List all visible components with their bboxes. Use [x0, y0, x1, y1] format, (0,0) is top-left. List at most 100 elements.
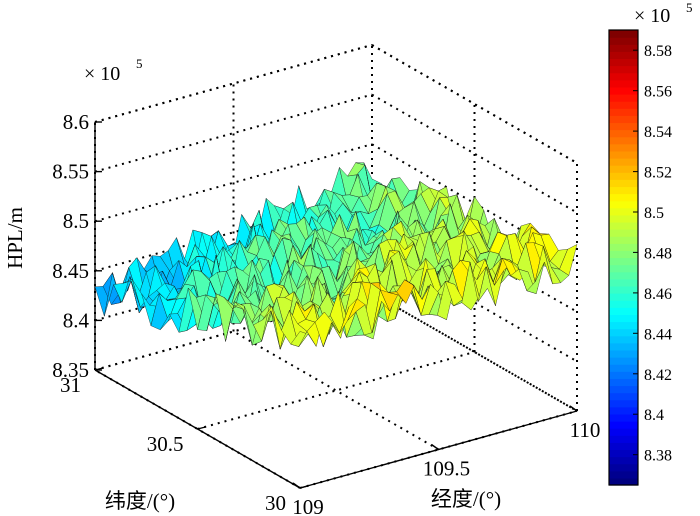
colorbar-segment — [609, 406, 638, 415]
colorbar-segment — [609, 143, 638, 152]
colorbar-tick-label-7: 8.52 — [644, 165, 672, 182]
colorbar-segment — [609, 257, 638, 266]
colorbar-segment — [609, 101, 638, 109]
colorbar-segment — [609, 129, 638, 138]
colorbar-segment — [609, 399, 638, 408]
colorbar-segment — [609, 179, 638, 188]
colorbar-tick-label-6: 8.5 — [644, 205, 664, 222]
colorbar-segment — [609, 428, 638, 436]
colorbar-segment — [609, 51, 638, 60]
colorbar-segment — [609, 449, 638, 458]
colorbar-tick-label-9: 8.56 — [644, 84, 672, 101]
grid-floor-y-1 — [197, 351, 475, 430]
x-tick-label-0: 109 — [292, 495, 324, 516]
colorbar-segment — [609, 349, 638, 358]
colorbar-multiplier-exp: 5 — [686, 0, 693, 15]
colorbar-segment — [609, 150, 638, 159]
colorbar-multiplier: × 10 5 — [634, 0, 693, 27]
colorbar-segment — [609, 72, 638, 81]
z-multiplier: × 10 5 — [84, 56, 143, 85]
colorbar-segment — [609, 335, 638, 344]
axes — [94, 121, 578, 489]
grid-floor-x-2 — [371, 292, 578, 412]
colorbar-tick-label-10: 8.58 — [644, 43, 672, 60]
surface-patch — [559, 244, 578, 276]
z-axis-label: HPL/m — [3, 207, 27, 269]
colorbar-segment — [609, 214, 638, 223]
colorbar-segment — [609, 264, 638, 273]
grid-top-back — [94, 44, 373, 123]
x-tick-0 — [292, 482, 301, 489]
surface-plot — [94, 162, 578, 350]
grid-floor-x-1 — [233, 330, 439, 451]
colorbar-segment — [609, 207, 638, 216]
colorbar-segment — [609, 250, 638, 259]
colorbar-segment — [609, 328, 638, 337]
colorbar-segment — [609, 421, 638, 429]
colorbar-segment — [609, 37, 638, 45]
colorbar-tick-label-5: 8.48 — [644, 245, 672, 262]
colorbar-segment — [609, 314, 638, 323]
colorbar-segment — [609, 271, 638, 280]
grid-z-right-2 — [371, 192, 578, 313]
x-tick-1 — [431, 443, 439, 451]
colorbar-segment — [609, 364, 638, 372]
z-tick-label-0: 8.35 — [52, 358, 89, 382]
colorbar-segment — [609, 229, 638, 237]
colorbar-segment — [609, 378, 638, 387]
colorbar-segment — [609, 115, 638, 124]
colorbar-segment — [609, 456, 638, 465]
grid-z-right-0 — [371, 292, 578, 412]
colorbar-segment — [609, 165, 638, 173]
grid-z-right-4 — [371, 93, 578, 214]
colorbar-segment — [609, 221, 638, 230]
x-axis-label: 经度/(°) — [431, 487, 501, 511]
colorbar-segment — [609, 200, 638, 209]
colorbar-segment — [609, 236, 638, 244]
colorbar-tick-label-3: 8.44 — [644, 326, 672, 343]
grid-z-back-4 — [94, 93, 373, 173]
colorbar-segment — [609, 30, 638, 38]
colorbar-tick-label-8: 8.54 — [644, 124, 672, 141]
grid-z-right-1 — [371, 242, 578, 363]
x-tick-label-1: 109.5 — [423, 457, 470, 481]
z-tick-label-1: 8.4 — [63, 308, 90, 332]
colorbar-segment — [609, 342, 638, 351]
colorbar-segment — [609, 193, 638, 202]
colorbar-segment — [609, 285, 638, 294]
colorbar-segment — [609, 357, 638, 365]
colorbar-segment — [609, 172, 638, 180]
colorbar-segment — [609, 243, 638, 251]
z-tick-label-3: 8.5 — [63, 209, 89, 233]
colorbar-segment — [609, 58, 638, 67]
colorbar-segment — [609, 435, 638, 443]
x-tick-label-2: 110 — [570, 418, 601, 442]
colorbar-frame — [608, 29, 639, 486]
colorbar-segment — [609, 108, 638, 116]
colorbar-segment — [609, 392, 638, 401]
colorbar-segment — [609, 136, 638, 145]
colorbar-segment — [609, 79, 638, 88]
colorbar-segment — [609, 157, 638, 166]
z-tick-label-4: 8.55 — [52, 160, 89, 184]
z-multiplier-exp: 5 — [136, 56, 143, 71]
grid-z-back-3 — [94, 143, 373, 223]
colorbar-segment — [609, 186, 638, 195]
colorbar-segment — [609, 321, 638, 330]
y-tick-1 — [197, 426, 206, 430]
x-tick-2 — [569, 405, 578, 412]
colorbar-segment — [609, 300, 638, 308]
tick-labels: 8.35 8.4 8.45 8.5 8.55 8.6 30 30.5 31 109 109.5 110 — [52, 110, 600, 516]
colorbar-segment — [609, 86, 638, 95]
y-tick-label-2: 31 — [60, 373, 81, 397]
colorbar-segment — [609, 463, 638, 472]
colorbar-segment — [609, 44, 638, 52]
y-tick-label-1: 30.5 — [147, 432, 184, 456]
colorbar-segment — [609, 371, 638, 379]
colorbar-segment — [609, 442, 638, 451]
colorbar-segment — [609, 278, 638, 287]
z-multiplier-base: × 10 — [84, 63, 120, 85]
y-axis-label: 纬度/(°) — [105, 489, 175, 513]
colorbar: 8.38 8.4 8.42 8.44 8.46 8.48 8.5 8.52 8.54 8.56 8.… — [608, 29, 672, 486]
